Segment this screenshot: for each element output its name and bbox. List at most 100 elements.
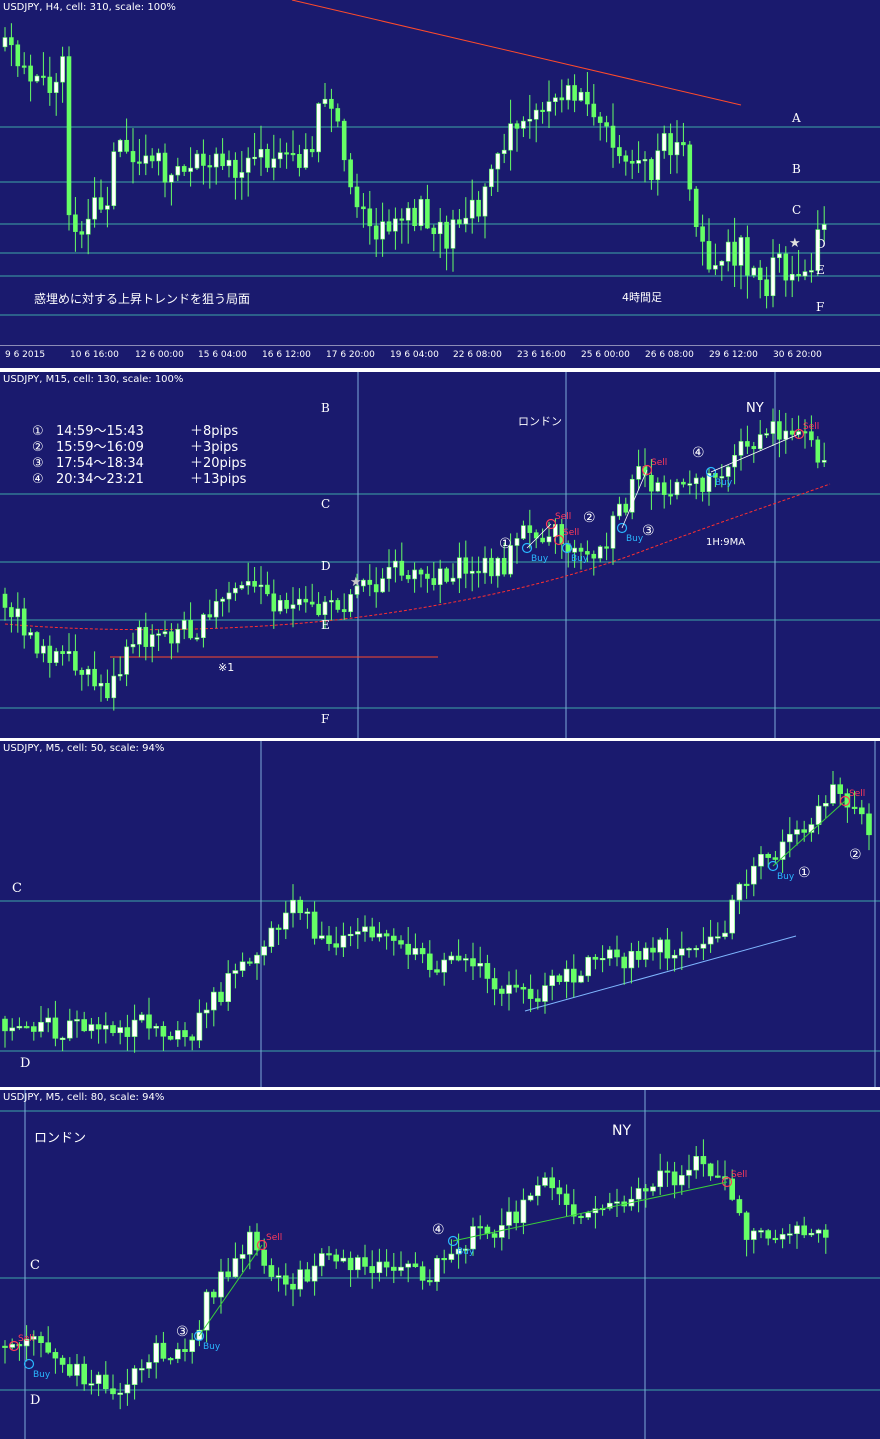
m5-detail-level-d: D (20, 1056, 31, 1071)
m5b-candle-body (484, 1226, 491, 1234)
m15-candle-body (252, 581, 257, 587)
h4-candle-body (175, 166, 181, 176)
m5a-candle-body (16, 1026, 23, 1029)
m5a-candle-body (225, 973, 231, 1003)
m5a-buy-label: Buy (777, 872, 795, 882)
trade-time: 17:54～18:34 (56, 456, 144, 471)
m5b-candle-body (354, 1257, 361, 1271)
m5b-candle-body (383, 1261, 390, 1268)
m15-candle-body (770, 421, 776, 434)
m5b-buy-marker (23, 1358, 35, 1370)
trade-time: 15:59～16:09 (56, 440, 144, 455)
m5-detail-chart-canvas: Buy Sell ① ② (0, 741, 880, 1087)
m15-candle-body (777, 421, 782, 440)
m5a-candle-body (369, 926, 376, 938)
m15-chart-panel[interactable]: ★ Buy Sell Buy Sell Buy Sell Buy Sell ① ② ③ ④ USDJPY… (0, 372, 880, 738)
m15-candle-body (617, 503, 622, 517)
m5b-candle-body (347, 1257, 354, 1271)
m5a-candle-body (434, 969, 440, 973)
m15-buy-label: Buy (715, 478, 733, 488)
m5a-candle-body (131, 1019, 138, 1037)
m15-candle-body (591, 553, 597, 559)
m15-sell-label: Sell (803, 422, 819, 432)
m5a-candle-body (398, 940, 404, 945)
h4-candle-body (431, 227, 437, 235)
m5b-candle-body (765, 1230, 772, 1239)
trade-number: ③ (32, 456, 44, 471)
m5a-candle-body (67, 1020, 73, 1039)
m5a-candle-body (477, 963, 484, 967)
m5b-candle-body (203, 1291, 210, 1331)
h4-time-axis: 9 6 2015 10 6 16:00 12 6 00:00 15 6 04:0… (0, 346, 880, 368)
m5a-candle-body (376, 933, 383, 938)
m5b-candle-body (686, 1169, 692, 1176)
m15-candle-body (655, 482, 661, 492)
m15-candle-body (405, 575, 411, 580)
m15-candle-body (79, 670, 85, 675)
m5a-candle-body (491, 978, 498, 990)
h4-candle-body (476, 199, 481, 217)
m5b-candle-body (556, 1187, 563, 1195)
h4-candle-body (130, 151, 136, 163)
m15-candle-body (649, 474, 654, 492)
trade-row: ③ 17:54～18:34 ＋20pips (32, 452, 246, 471)
m15-candle-body (706, 473, 712, 492)
h4-chart-panel[interactable]: ★ USDJPY, H4, cell: 310, scale: 100% A B… (0, 0, 880, 368)
h4-candle-body (757, 267, 763, 281)
m5b-candle-body (45, 1342, 52, 1353)
m5b-sell-label: Sell (18, 1334, 34, 1344)
m5b-candle-body (736, 1199, 743, 1214)
m15-candle-body (469, 570, 475, 574)
m5a-candle-body (830, 784, 836, 804)
m15-candle-body (604, 546, 609, 549)
m5-detail-chart-panel[interactable]: Buy Sell ① ② USDJPY, M5, cell: 50, scale: 9… (0, 741, 880, 1087)
trade-number: ② (32, 440, 44, 455)
h4-candle-body (713, 265, 718, 270)
m5a-candle-body (211, 991, 217, 1011)
m15-remark-label: ※1 (218, 661, 235, 674)
m15-candle-body (668, 494, 673, 497)
m15-candle-body (53, 651, 59, 663)
m15-candle-body (501, 557, 507, 575)
m5a-candle-body (160, 1026, 167, 1037)
h4-level-c: C (792, 203, 802, 217)
m15-candle-body (393, 560, 398, 568)
m5b-candle-body (448, 1253, 455, 1260)
m5b-candle-body (707, 1163, 714, 1177)
m5b-candle-body (513, 1211, 520, 1224)
h4-candle-body (28, 65, 33, 82)
m5a-candle-body (498, 988, 505, 994)
m5b-candle-body (750, 1230, 757, 1240)
m15-candle-body (783, 430, 789, 440)
h4-candle-body (9, 37, 14, 46)
m5a-sell-label: Sell (849, 789, 865, 799)
m15-candle-body (130, 644, 136, 648)
m5a-candle-body (261, 946, 268, 956)
m5b-candle-body (95, 1374, 102, 1384)
m5-session-level-c: C (30, 1258, 40, 1273)
h4-candle-body (284, 152, 289, 155)
m15-candle-body (629, 478, 635, 513)
m5a-candle-body (290, 899, 296, 914)
m15-candle-body (527, 525, 533, 533)
m5a-candle-body (146, 1014, 152, 1029)
m5b-buy-marker (193, 1330, 205, 1342)
m5b-candle-body (498, 1225, 505, 1238)
m5b-candle-body (239, 1254, 246, 1259)
m5-session-chart-panel[interactable]: Sell Buy Buy Sell Buy Sell ③ ④ USDJPY, M5, cell… (0, 1090, 880, 1439)
m5b-candle-body (455, 1248, 462, 1255)
m15-candle-body (194, 637, 200, 640)
m5b-candle-body (808, 1232, 815, 1236)
m15-trade-path (621, 469, 648, 529)
m15-london-session-label: ロンドン (518, 415, 562, 428)
m5b-candle-body (318, 1253, 325, 1267)
h4-candle-body (393, 218, 398, 232)
m15-candle-body (508, 545, 513, 575)
h4-candle-body (2, 37, 8, 48)
m15-candle-body (738, 441, 744, 456)
h4-candle-body (297, 154, 302, 168)
m5b-candle-body (678, 1175, 685, 1186)
m5a-candle-body (268, 927, 275, 947)
m15-buy-marker (561, 542, 573, 554)
m15-candle-body (623, 503, 629, 513)
